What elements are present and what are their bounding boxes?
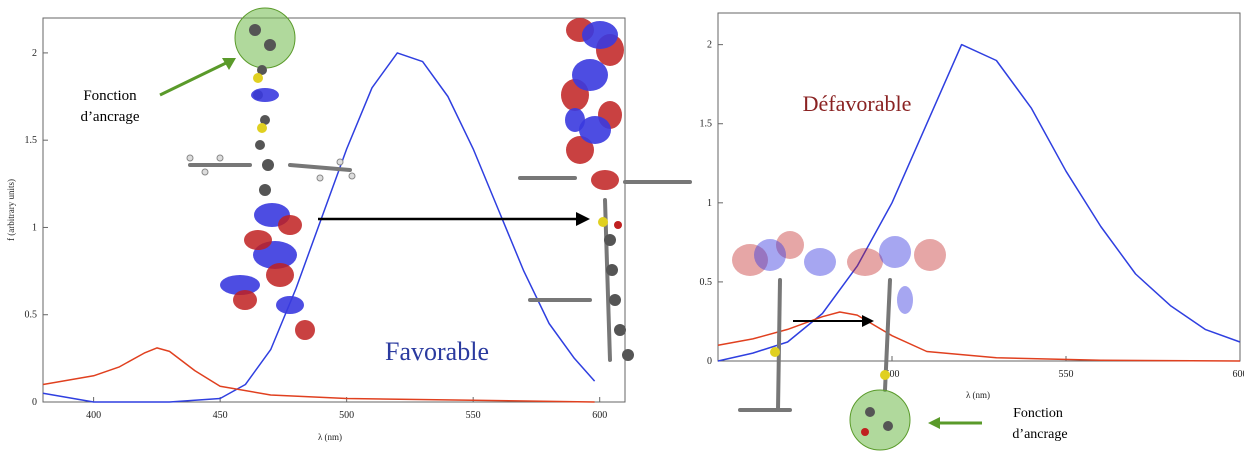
x-tick-label: 400 [86,410,101,421]
y-tick-label: 0 [32,397,37,408]
plot-frame [42,17,626,403]
anchor-label-line1: Fonction [1013,406,1063,421]
chart-defavorable: 0 0.5 1 1.5 2 500 550 600 λ (nm) [700,12,1244,451]
series-line-0 [42,52,596,403]
molecule-pair-illustration [732,231,946,451]
x-tick-label: 500 [885,369,900,380]
charge-transfer-arrowhead [862,315,874,327]
x-tick-label: 550 [1059,369,1074,380]
anchor-arrowhead [928,417,940,429]
molecule-donor-illustration [186,7,356,340]
series-line-1 [717,311,1241,362]
y-axis-ticks: 0 0.5 1 1.5 2 [700,40,723,367]
x-tick-label: 500 [339,410,354,421]
series-line-0 [717,43,1241,362]
x-axis-label: λ (nm) [318,432,342,442]
anchoring-group-highlight [849,389,911,451]
y-tick-label: 0.5 [700,277,713,288]
anchor-arrowhead [222,58,236,70]
x-tick-label: 600 [592,410,607,421]
result-label: Favorable [385,337,489,366]
series-group [717,43,1241,362]
anchor-label-line2: d’ancrage [80,109,139,125]
y-axis-label: f (arbitrary units) [6,179,16,241]
y-tick-label: 1 [32,222,37,233]
y-tick-label: 1.5 [700,119,713,130]
x-axis-ticks: 400 450 500 550 600 [86,397,607,421]
molecule-acceptor-illustration [518,18,692,362]
y-tick-label: 2 [32,48,37,59]
y-tick-label: 1 [707,198,712,209]
series-line-1 [42,347,595,403]
anchor-label-line1: Fonction [83,88,137,104]
series-group [42,52,596,403]
x-axis-ticks: 500 550 600 [885,356,1244,380]
anchoring-group-highlight [234,7,296,69]
y-tick-label: 0 [707,356,712,367]
result-label: Défavorable [803,91,912,116]
anchor-arrow [159,61,227,97]
x-tick-label: 550 [466,410,481,421]
y-tick-label: 1.5 [25,135,38,146]
plot-frame [717,12,1241,362]
y-tick-label: 0.5 [25,310,38,321]
y-axis-ticks: 0 0.5 1 1.5 2 [25,48,48,408]
y-tick-label: 2 [707,40,712,51]
x-tick-label: 600 [1233,369,1244,380]
x-axis-label: λ (nm) [966,390,990,400]
anchor-label-line2: d’ancrage [1012,427,1067,442]
charge-transfer-arrowhead [576,212,590,226]
chart-favorable: 0 0.5 1 1.5 2 400 450 500 550 600 λ (nm) f (arbi… [6,7,692,442]
x-tick-label: 450 [213,410,228,421]
